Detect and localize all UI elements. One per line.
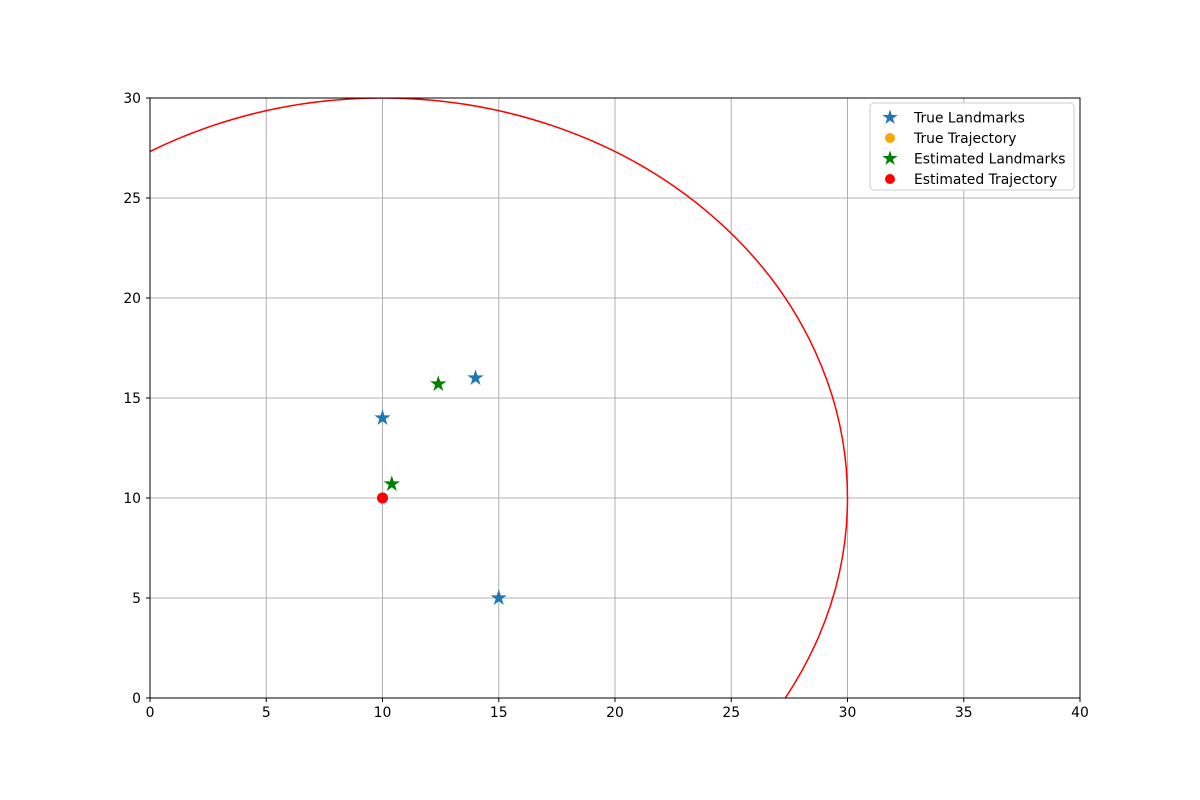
- estimated-landmark-marker: [383, 475, 400, 491]
- legend-item-true-trajectory: True Trajectory: [885, 131, 1017, 147]
- legend-item-estimated-trajectory: Estimated Trajectory: [885, 172, 1057, 188]
- ticks: [146, 97, 1081, 702]
- x-axis-tick-label: 30: [839, 705, 857, 721]
- x-axis-tick-label: 35: [955, 705, 973, 721]
- legend-box: [869, 102, 1075, 191]
- x-axis-tick-label: 0: [146, 705, 155, 721]
- x-axis-tick-label: 40: [1071, 705, 1089, 721]
- series-true-landmarks: [374, 369, 507, 605]
- legend-star-icon: [882, 150, 898, 165]
- x-axis-tick-label: 5: [262, 705, 271, 721]
- legend-label: Estimated Landmarks: [914, 152, 1066, 168]
- x-axis-tick-label: 10: [374, 705, 392, 721]
- true-landmark-marker: [490, 589, 507, 605]
- y-axis-tick-label: 15: [123, 391, 141, 407]
- true-landmark-marker: [467, 369, 484, 385]
- estimated-landmark-marker: [430, 375, 447, 391]
- legend-star-icon: [882, 109, 898, 124]
- series-estimated-trajectory: [377, 492, 388, 504]
- legend-label: True Landmarks: [913, 111, 1025, 127]
- legend: True Landmarks True Trajectory Estimated L…: [869, 102, 1075, 191]
- legend-item-true-landmarks: True Landmarks: [882, 109, 1025, 127]
- y-axis-tick-label: 5: [132, 591, 141, 607]
- legend-label: True Trajectory: [913, 131, 1017, 147]
- true-landmark-marker: [374, 409, 391, 425]
- y-axis-tick-label: 0: [132, 691, 141, 707]
- series-estimated-landmarks: [383, 375, 447, 491]
- legend-label: Estimated Trajectory: [914, 172, 1057, 188]
- range-circle: [150, 98, 849, 698]
- legend-circle-icon: [885, 174, 895, 184]
- y-axis-tick-label: 25: [123, 191, 141, 207]
- x-axis-tick-label: 15: [490, 705, 508, 721]
- legend-item-estimated-landmarks: Estimated Landmarks: [882, 150, 1066, 168]
- y-axis-tick-label: 30: [123, 91, 141, 107]
- x-axis-tick-label: 25: [722, 705, 740, 721]
- y-axis-tick-label: 10: [123, 491, 141, 507]
- y-axis-tick-label: 20: [123, 291, 141, 307]
- estimated-trajectory-marker: [377, 492, 388, 504]
- x-axis-tick-label: 20: [606, 705, 624, 721]
- legend-circle-icon: [885, 133, 895, 143]
